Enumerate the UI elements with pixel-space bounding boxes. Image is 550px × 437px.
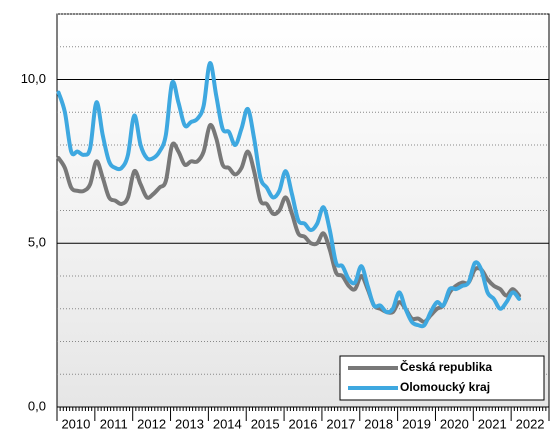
x-tick-label: 2018 — [364, 416, 393, 431]
x-tick-label: 2015 — [251, 416, 280, 431]
y-tick-label: 5,0 — [28, 235, 46, 250]
x-tick-label: 2019 — [402, 416, 431, 431]
x-tick-label: 2010 — [61, 416, 90, 431]
x-tick-label: 2022 — [516, 416, 545, 431]
x-tick-label: 2020 — [440, 416, 469, 431]
x-tick-label: 2017 — [326, 416, 355, 431]
x-tick-label: 2014 — [213, 416, 242, 431]
x-tick-label: 2012 — [137, 416, 166, 431]
legend-box — [339, 355, 545, 401]
legend-label: Česká republika — [400, 359, 492, 374]
x-tick-label: 2011 — [100, 416, 128, 431]
x-tick-label: 2021 — [478, 416, 507, 431]
x-tick-label: 2013 — [175, 416, 204, 431]
x-tick-label: 2016 — [289, 416, 318, 431]
legend-label: Olomoucký kraj — [400, 380, 490, 394]
y-tick-label: 10,0 — [21, 71, 46, 86]
y-tick-label: 0,0 — [28, 398, 46, 413]
series-line — [56, 61, 522, 329]
